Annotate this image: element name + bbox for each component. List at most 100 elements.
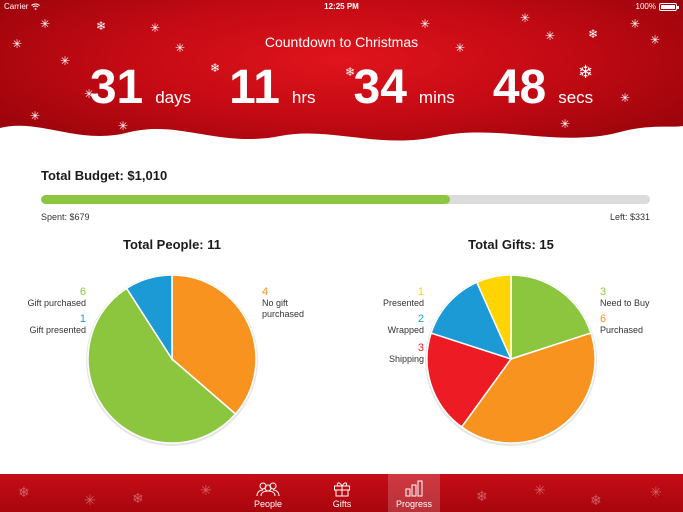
legend-label: Gift presented xyxy=(29,325,86,335)
legend-value: 3 xyxy=(600,286,607,298)
tab-progress[interactable]: Progress xyxy=(388,474,440,512)
snowflake-icon: ✳ xyxy=(545,29,556,43)
carrier-label: Carrier xyxy=(4,2,29,11)
snowflake-icon: ✳ xyxy=(30,109,41,123)
legend-label: Purchased xyxy=(600,325,644,335)
snowflake-icon: ✳ xyxy=(455,41,466,55)
snowflake-icon: ✳ xyxy=(60,54,71,68)
legend-value: 3 xyxy=(417,342,424,354)
seconds-unit: secs xyxy=(558,88,594,107)
gifts-pie-slice-purchased xyxy=(460,332,596,444)
snowflake-icon: ✳ xyxy=(650,33,661,47)
gifts-chart-title: Total Gifts: 15 xyxy=(468,237,554,252)
tab-label: Progress xyxy=(395,499,432,509)
minutes-value: 34 xyxy=(353,61,407,114)
budget-spent: Spent: $679 xyxy=(41,212,90,222)
legend-value: 1 xyxy=(417,286,424,298)
legend-wrapped: 2 Wrapped xyxy=(350,314,424,336)
gifts-pie-slice-presented xyxy=(475,274,512,360)
legend-presented: 1 Presented xyxy=(350,287,424,309)
snowflake-icon: ✳ xyxy=(200,482,212,498)
snowflake-icon: ❄ xyxy=(588,27,599,41)
status-time: 12:25 PM xyxy=(324,2,359,11)
countdown-header: Carrier 12:25 PM 100% Countdown to Chris… xyxy=(0,0,683,150)
battery-icon xyxy=(659,2,679,11)
tab-bar: ❄ ✳ ❄ ✳ ❄ ✳ ❄ ✳ People Gifts Progress xyxy=(0,474,683,512)
legend-label: Gift purchased xyxy=(27,298,86,308)
snow-edge xyxy=(0,125,683,150)
bar-chart-icon xyxy=(405,480,423,497)
snowflake-icon: ✳ xyxy=(630,17,641,31)
status-bar: Carrier 12:25 PM 100% xyxy=(0,0,683,14)
snowflake-icon: ❄ xyxy=(132,490,144,506)
people-pie-chart xyxy=(86,274,258,446)
people-pie-slice-no-gift-purchased xyxy=(171,274,257,416)
tab-gifts[interactable]: Gifts xyxy=(316,474,368,512)
tab-label: Gifts xyxy=(332,499,352,509)
legend-label: Shipping xyxy=(388,354,424,364)
days-value: 31 xyxy=(89,61,144,114)
people-pie-slice-gift-presented xyxy=(125,274,173,362)
hours-value: 11 xyxy=(229,61,280,114)
people-icon xyxy=(256,482,280,497)
snowflake-icon: ✳ xyxy=(520,11,531,25)
snowflake-icon: ❄ xyxy=(578,62,594,82)
countdown-title: Countdown to Christmas xyxy=(264,34,419,50)
snowflake-icon: ✳ xyxy=(84,87,95,101)
tab-people[interactable]: People xyxy=(242,474,294,512)
snowflake-icon: ✳ xyxy=(40,17,51,31)
legend-label: Wrapped xyxy=(387,325,424,335)
legend-label: Need to Buy xyxy=(600,298,650,308)
minutes-unit: mins xyxy=(418,88,455,107)
snowflake-icon: ❄ xyxy=(476,488,488,504)
legend-value: 6 xyxy=(79,286,86,298)
battery-percent: 100% xyxy=(635,2,656,11)
snowflake-icon: ✳ xyxy=(560,117,571,131)
snowflake-icon: ❄ xyxy=(96,19,107,33)
gifts-pie-chart xyxy=(425,274,597,446)
legend-value: 1 xyxy=(79,313,86,325)
budget-title: Total Budget: $1,010 xyxy=(41,168,168,183)
people-pie-slice-gift-purchased xyxy=(87,287,237,444)
gifts-pie-slice-need-to-buy xyxy=(510,274,592,361)
seconds-value: 48 xyxy=(492,61,547,114)
legend-value: 4 xyxy=(262,286,269,298)
carrier-indicator: Carrier xyxy=(4,2,41,11)
legend-label: purchased xyxy=(262,309,305,319)
snowflake-icon: ❄ xyxy=(210,61,221,75)
gifts-pie-slice-shipping xyxy=(426,332,513,429)
budget-progress-fill xyxy=(41,195,451,204)
snowflake-icon: ✳ xyxy=(175,41,186,55)
snowflake-icon: ✳ xyxy=(650,484,662,500)
budget-left: Left: $331 xyxy=(609,212,650,222)
legend-need-to-buy: 3 Need to Buy xyxy=(600,287,670,309)
snowflake-icon: ✳ xyxy=(118,119,129,133)
budget-progress-bar xyxy=(41,195,650,204)
legend-purchased: 6 Purchased xyxy=(600,314,670,336)
snowflake-icon: ❄ xyxy=(590,492,602,508)
days-unit: days xyxy=(155,88,192,107)
gift-icon xyxy=(334,482,350,497)
tab-label: People xyxy=(253,499,283,509)
snowflake-icon: ✳ xyxy=(150,21,161,35)
wifi-icon xyxy=(31,3,41,10)
snowflake-icon: ✳ xyxy=(620,91,631,105)
countdown-values: 31 days 11 hrs 34 mins 48 secs xyxy=(0,60,683,116)
battery-indicator: 100% xyxy=(635,2,679,11)
snowflake-icon: ❄ xyxy=(345,65,356,79)
snowflake-icon: ✳ xyxy=(420,17,431,31)
snowflake-icon: ✳ xyxy=(84,492,96,508)
legend-gift-presented: 1 Gift presented xyxy=(10,314,86,336)
hours-unit: hrs xyxy=(291,88,316,107)
legend-gift-purchased: 6 Gift purchased xyxy=(10,287,86,309)
legend-value: 6 xyxy=(600,313,607,325)
legend-shipping: 3 Shipping xyxy=(350,343,424,365)
snowflake-icon: ❄ xyxy=(18,484,30,500)
legend-label: No gift xyxy=(262,298,289,308)
legend-value: 2 xyxy=(417,313,424,325)
legend-label: Presented xyxy=(382,298,424,308)
people-chart-title: Total People: 11 xyxy=(122,237,221,252)
snowflake-icon: ✳ xyxy=(534,482,546,498)
gifts-pie-slice-wrapped xyxy=(430,281,513,361)
snowflake-icon: ✳ xyxy=(12,37,23,51)
